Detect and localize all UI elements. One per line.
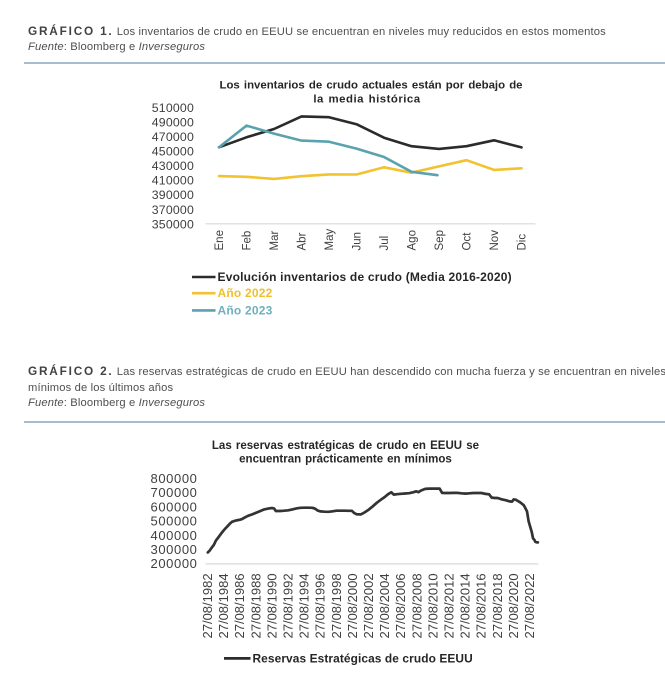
svg-text:27/08/1996: 27/08/1996 (313, 573, 328, 638)
svg-text:370000: 370000 (152, 203, 194, 217)
svg-text:27/08/1994: 27/08/1994 (297, 573, 312, 638)
svg-text:Ago: Ago (407, 230, 419, 250)
svg-text:700000: 700000 (151, 485, 198, 500)
svg-text:27/08/1988: 27/08/1988 (248, 573, 263, 638)
svg-text:Año 2023: Año 2023 (218, 304, 273, 318)
svg-text:Mar: Mar (269, 231, 281, 251)
svg-text:Los inventarios de crudo actua: Los inventarios de crudo actuales están … (220, 80, 523, 92)
svg-text:390000: 390000 (152, 188, 194, 202)
svg-text:Año 2022: Año 2022 (218, 286, 273, 300)
svg-text:27/08/2008: 27/08/2008 (409, 573, 424, 638)
svg-text:Abr: Abr (297, 232, 309, 250)
svg-text:27/08/2004: 27/08/2004 (377, 573, 392, 638)
svg-text:encuentran prácticamente en mí: encuentran prácticamente en mínimos (239, 454, 452, 466)
svg-text:470000: 470000 (152, 130, 194, 144)
svg-text:Nov: Nov (489, 230, 501, 251)
svg-text:400000: 400000 (151, 528, 198, 543)
svg-text:800000: 800000 (151, 471, 198, 486)
svg-text:410000: 410000 (152, 174, 194, 188)
svg-text:450000: 450000 (152, 145, 194, 159)
svg-text:Jun: Jun (352, 232, 364, 251)
svg-text:Dic: Dic (517, 234, 529, 251)
svg-text:Feb: Feb (242, 231, 254, 251)
svg-text:27/08/2020: 27/08/2020 (506, 573, 521, 638)
svg-text:Reservas Estratégicas de crudo: Reservas Estratégicas de crudo EEUU (253, 651, 473, 665)
svg-text:27/08/2000: 27/08/2000 (345, 573, 360, 638)
svg-text:27/08/1986: 27/08/1986 (232, 573, 247, 638)
svg-text:27/08/2016: 27/08/2016 (474, 573, 489, 638)
svg-text:Ene: Ene (214, 230, 226, 250)
svg-text:27/08/1984: 27/08/1984 (216, 573, 231, 638)
svg-text:May: May (324, 229, 336, 251)
svg-text:300000: 300000 (151, 542, 198, 557)
svg-text:Sep: Sep (434, 230, 446, 250)
svg-text:27/08/2002: 27/08/2002 (361, 573, 376, 638)
svg-text:Las reservas estratégicas de c: Las reservas estratégicas de crudo en EE… (212, 440, 479, 452)
svg-text:200000: 200000 (151, 556, 198, 571)
svg-text:27/08/2018: 27/08/2018 (490, 573, 505, 638)
svg-text:27/08/2014: 27/08/2014 (458, 573, 473, 638)
svg-text:490000: 490000 (152, 116, 194, 130)
svg-text:500000: 500000 (151, 514, 198, 529)
svg-text:27/08/1998: 27/08/1998 (329, 573, 344, 638)
svg-text:350000: 350000 (152, 217, 194, 231)
svg-text:Jul: Jul (379, 236, 391, 251)
svg-text:27/08/2010: 27/08/2010 (425, 573, 440, 638)
svg-text:27/08/1990: 27/08/1990 (264, 573, 279, 638)
svg-text:27/08/2012: 27/08/2012 (442, 573, 457, 638)
svg-text:Oct: Oct (462, 232, 474, 251)
svg-text:430000: 430000 (152, 159, 194, 173)
svg-text:27/08/1982: 27/08/1982 (200, 573, 215, 638)
svg-text:510000: 510000 (152, 101, 194, 115)
svg-text:27/08/2006: 27/08/2006 (393, 573, 408, 638)
svg-text:27/08/2022: 27/08/2022 (522, 573, 537, 638)
svg-text:la media histórica: la media histórica (313, 94, 420, 106)
svg-text:600000: 600000 (151, 499, 198, 514)
svg-text:27/08/1992: 27/08/1992 (281, 573, 296, 638)
svg-text:Evolución inventarios de crudo: Evolución inventarios de crudo (Media 20… (218, 270, 512, 284)
